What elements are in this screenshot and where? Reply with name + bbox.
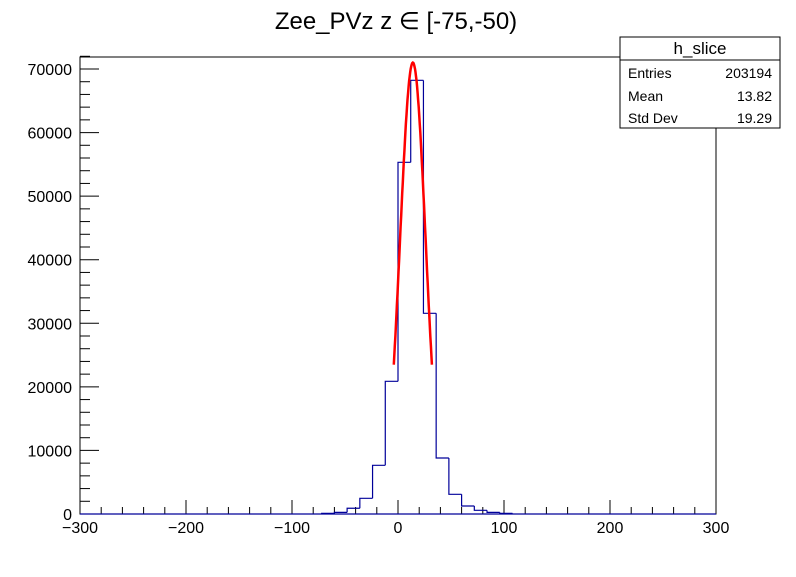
- stats-mean-value: 13.82: [737, 88, 772, 104]
- y-tick-label: 30000: [28, 316, 73, 333]
- stats-box: h_slice Entries 203194 Mean 13.82 Std De…: [619, 36, 781, 129]
- gaussian-fit-curve: [392, 61, 434, 365]
- stats-entries-value: 203194: [725, 65, 772, 81]
- histogram-bin: [371, 464, 386, 499]
- chart-title: Zee_PVz z ∈ [-75,-50): [275, 8, 517, 35]
- y-tick-label: 20000: [28, 380, 73, 397]
- y-tick-label: 50000: [28, 189, 73, 206]
- y-tick-label: 60000: [28, 126, 73, 143]
- histogram-bin: [321, 512, 335, 514]
- histogram-bin: [333, 511, 348, 514]
- x-tick-label: 300: [703, 520, 730, 537]
- x-tick-label: −300: [62, 520, 98, 537]
- x-tick-label: −200: [168, 520, 204, 537]
- histogram-bin: [473, 505, 488, 511]
- y-tick-label: 70000: [28, 62, 73, 79]
- histogram-bin: [435, 313, 449, 459]
- histogram-bin: [499, 512, 513, 514]
- histogram-bin: [422, 80, 437, 314]
- histogram-bin: [346, 507, 360, 513]
- x-tick-label: 200: [597, 520, 624, 537]
- x-tick-label: −100: [274, 520, 310, 537]
- stats-stddev-label: Std Dev: [628, 110, 678, 126]
- stats-title: h_slice: [674, 39, 727, 58]
- histogram-bin: [486, 510, 500, 513]
- stats-mean-label: Mean: [628, 88, 663, 104]
- x-tick-label: 0: [394, 520, 403, 537]
- histogram-bin: [397, 161, 411, 382]
- histogram-bin: [384, 380, 398, 466]
- x-tick-label: 100: [491, 520, 518, 537]
- stats-stddev-value: 19.29: [737, 110, 772, 126]
- y-tick-label: 10000: [28, 443, 73, 460]
- histogram-bin: [448, 457, 462, 495]
- stats-entries-label: Entries: [628, 65, 672, 81]
- histogram-bin: [461, 494, 475, 507]
- y-tick-label: 40000: [28, 253, 73, 270]
- histogram-bin: [359, 497, 373, 509]
- y-tick-label: 0: [63, 507, 72, 524]
- histogram-bin: [410, 79, 424, 163]
